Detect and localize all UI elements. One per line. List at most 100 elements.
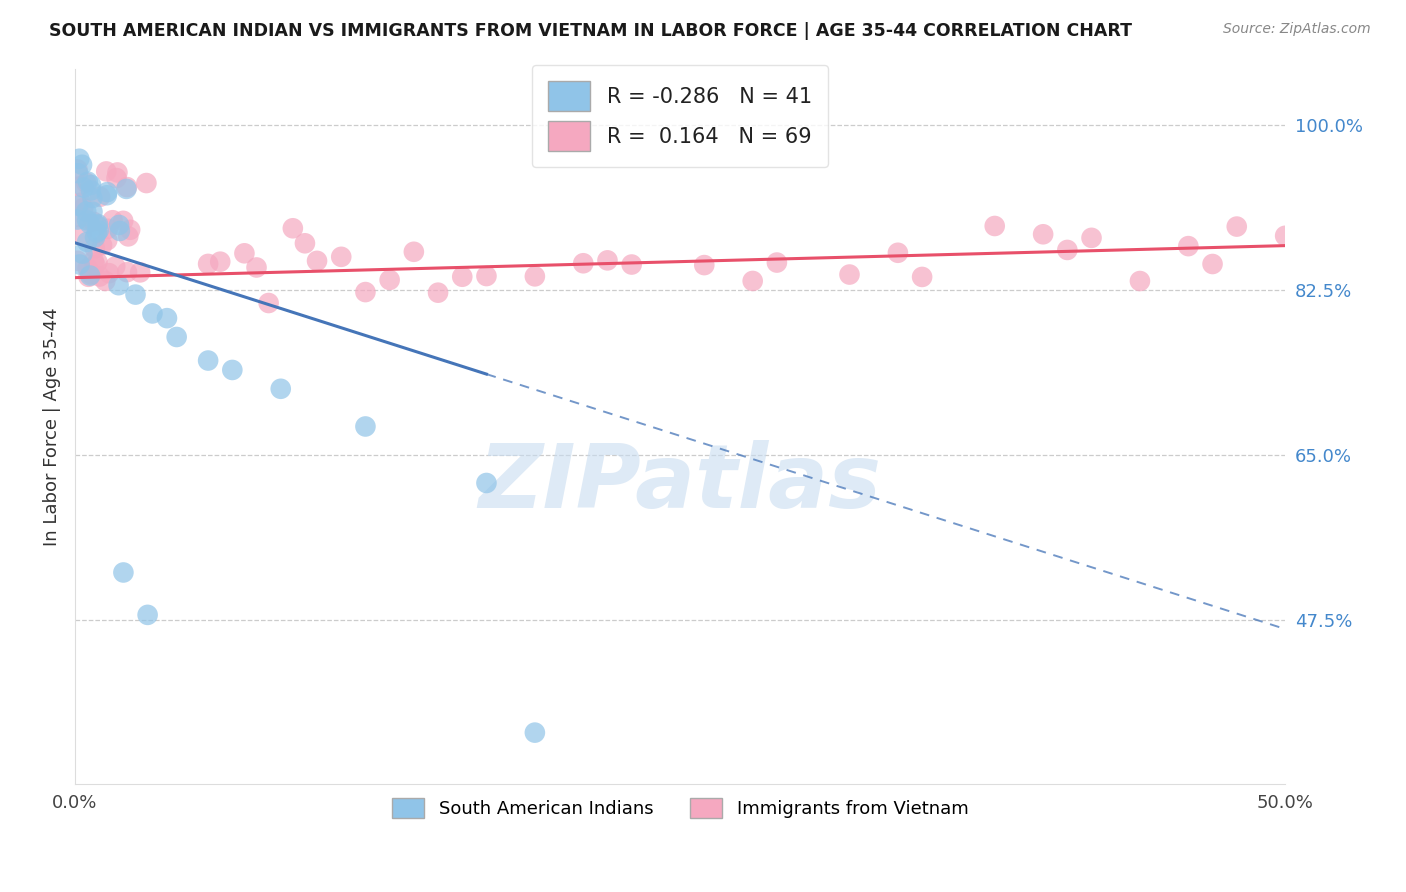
Point [89, 190, 111, 204]
Point [1177, 239, 1199, 253]
Point [83, 241, 105, 255]
Point [94, 274, 117, 288]
Point [75, 204, 97, 219]
Point [120, 223, 142, 237]
Point [73, 180, 96, 194]
Point [294, 236, 316, 251]
Point [80, 184, 103, 198]
Point [209, 254, 232, 268]
Point [67, 179, 90, 194]
Point [141, 306, 163, 320]
Text: SOUTH AMERICAN INDIAN VS IMMIGRANTS FROM VIETNAM IN LABOR FORCE | AGE 35-44 CORR: SOUTH AMERICAN INDIAN VS IMMIGRANTS FROM… [49, 22, 1132, 40]
Point [136, 607, 159, 622]
Point [69, 257, 91, 271]
Point [80, 267, 103, 281]
Point [305, 253, 328, 268]
Text: Source: ZipAtlas.com: Source: ZipAtlas.com [1223, 22, 1371, 37]
Point [270, 382, 292, 396]
Point [233, 246, 256, 260]
Point [89, 269, 111, 284]
Point [1129, 274, 1152, 288]
Point [86, 226, 108, 240]
Point [82, 215, 104, 229]
Point [983, 219, 1005, 233]
Point [83, 254, 105, 268]
Point [96, 164, 118, 178]
Text: ZIPatlas: ZIPatlas [478, 441, 882, 527]
Point [1201, 257, 1223, 271]
Point [70, 158, 93, 172]
Point [523, 725, 546, 739]
Point [84, 230, 107, 244]
Point [166, 330, 188, 344]
Point [66, 253, 89, 268]
Point [82, 191, 104, 205]
Point [911, 269, 934, 284]
Point [245, 260, 267, 275]
Point [80, 178, 103, 192]
Y-axis label: In Labor Force | Age 35-44: In Labor Force | Age 35-44 [44, 307, 60, 546]
Point [101, 213, 124, 227]
Point [197, 353, 219, 368]
Point [76, 213, 98, 227]
Point [98, 266, 121, 280]
Point [76, 235, 98, 249]
Point [620, 258, 643, 272]
Point [112, 566, 135, 580]
Point [69, 210, 91, 224]
Point [108, 224, 131, 238]
Point [838, 268, 860, 282]
Point [84, 258, 107, 272]
Point [96, 233, 118, 247]
Point [76, 261, 98, 276]
Legend: South American Indians, Immigrants from Vietnam: South American Indians, Immigrants from … [385, 791, 976, 825]
Point [129, 265, 152, 279]
Point [523, 269, 546, 284]
Point [124, 287, 146, 301]
Point [107, 278, 129, 293]
Point [135, 176, 157, 190]
Point [66, 212, 89, 227]
Point [108, 218, 131, 232]
Point [91, 238, 114, 252]
Point [766, 255, 789, 269]
Point [1056, 243, 1078, 257]
Point [887, 245, 910, 260]
Point [86, 218, 108, 232]
Point [66, 162, 89, 177]
Point [87, 223, 110, 237]
Point [96, 188, 118, 202]
Point [87, 217, 110, 231]
Point [82, 204, 104, 219]
Point [79, 217, 101, 231]
Point [86, 255, 108, 269]
Point [115, 265, 138, 279]
Point [257, 296, 280, 310]
Point [451, 269, 474, 284]
Point [112, 214, 135, 228]
Point [596, 253, 619, 268]
Point [70, 227, 93, 242]
Point [96, 185, 118, 199]
Point [77, 269, 100, 284]
Point [402, 244, 425, 259]
Point [97, 221, 120, 235]
Point [67, 166, 90, 180]
Point [70, 195, 93, 210]
Point [693, 258, 716, 272]
Point [117, 229, 139, 244]
Point [76, 175, 98, 189]
Point [1032, 227, 1054, 242]
Point [105, 171, 128, 186]
Point [221, 363, 243, 377]
Point [572, 256, 595, 270]
Point [741, 274, 763, 288]
Point [427, 285, 450, 300]
Point [67, 199, 90, 213]
Point [330, 250, 353, 264]
Point [115, 182, 138, 196]
Point [72, 246, 94, 260]
Point [115, 180, 138, 194]
Point [79, 268, 101, 283]
Point [1080, 231, 1102, 245]
